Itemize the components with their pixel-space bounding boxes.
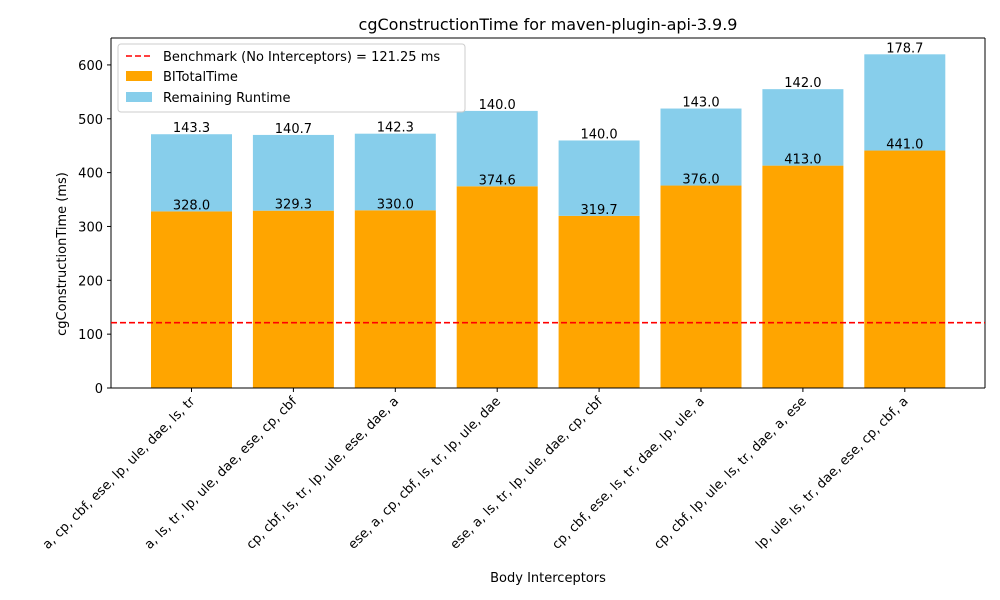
bar-bitotaltime-1 — [252, 210, 334, 388]
y-tick-label: 400 — [78, 167, 103, 182]
chart-title: cgConstructionTime for maven-plugin-api-… — [359, 15, 738, 34]
y-axis-label: cgConstructionTime (ms) — [55, 172, 70, 336]
bar-value-label: 328.0 — [173, 198, 210, 213]
bar-bitotaltime-4 — [558, 215, 640, 388]
bar-bitotaltime-0 — [151, 211, 232, 388]
bar-remaining-runtime-0 — [151, 134, 232, 212]
bar-value-label: 330.0 — [377, 197, 414, 212]
bar-value-label: 142.3 — [377, 121, 414, 136]
bar-remaining-runtime-6 — [762, 89, 844, 166]
bar-value-label: 319.7 — [580, 203, 617, 218]
x-axis-label: Body Interceptors — [490, 571, 606, 586]
bar-bitotaltime-5 — [660, 185, 742, 388]
bar-value-label: 374.6 — [479, 173, 516, 188]
bar-value-label: 140.0 — [580, 127, 617, 142]
bar-remaining-runtime-7 — [864, 54, 946, 151]
bar-remaining-runtime-1 — [252, 134, 334, 211]
bar-value-label: 142.0 — [784, 76, 821, 91]
bar-value-label: 441.0 — [886, 138, 923, 153]
legend-label-bitotaltime: BITotalTime — [163, 70, 238, 85]
legend-benchmark-label: Benchmark (No Interceptors) = 121.25 ms — [163, 50, 440, 65]
legend-swatch-bitotaltime — [126, 71, 152, 81]
bar-bitotaltime-6 — [762, 165, 844, 388]
legend-box — [117, 43, 466, 113]
bar-bitotaltime-7 — [864, 150, 946, 388]
bar-value-label: 140.7 — [275, 122, 312, 137]
bars-layer — [151, 54, 946, 388]
bar-remaining-runtime-2 — [354, 133, 436, 211]
bar-bitotaltime-2 — [354, 210, 436, 388]
bar-value-label: 140.0 — [479, 98, 516, 113]
bar-value-label: 143.3 — [173, 121, 210, 136]
legend: Benchmark (No Interceptors) = 121.25 ms B… — [117, 43, 466, 113]
bar-value-label: 178.7 — [886, 41, 923, 56]
bar-remaining-runtime-4 — [558, 140, 640, 216]
bar-value-label: 143.0 — [682, 96, 719, 111]
bar-value-label: 376.0 — [682, 173, 719, 188]
legend-label-remaining-runtime: Remaining Runtime — [163, 91, 290, 106]
legend-swatch-remaining-runtime — [126, 92, 152, 102]
y-tick-label: 500 — [78, 113, 103, 128]
y-tick-label: 100 — [78, 328, 103, 343]
y-tick-label: 300 — [78, 220, 103, 235]
bar-remaining-runtime-3 — [456, 110, 538, 187]
bar-value-label: 413.0 — [784, 153, 821, 168]
bar-bitotaltime-3 — [456, 186, 538, 388]
bar-value-label: 329.3 — [275, 198, 312, 213]
y-tick-label: 0 — [95, 382, 103, 397]
y-tick-label: 200 — [78, 274, 103, 289]
y-tick-label: 600 — [78, 59, 103, 74]
bar-labels-layer: 328.0 143.3 329.3 140.7 330.0 142.3 374.6 140.0… — [173, 41, 924, 218]
bar-remaining-runtime-5 — [660, 108, 742, 186]
